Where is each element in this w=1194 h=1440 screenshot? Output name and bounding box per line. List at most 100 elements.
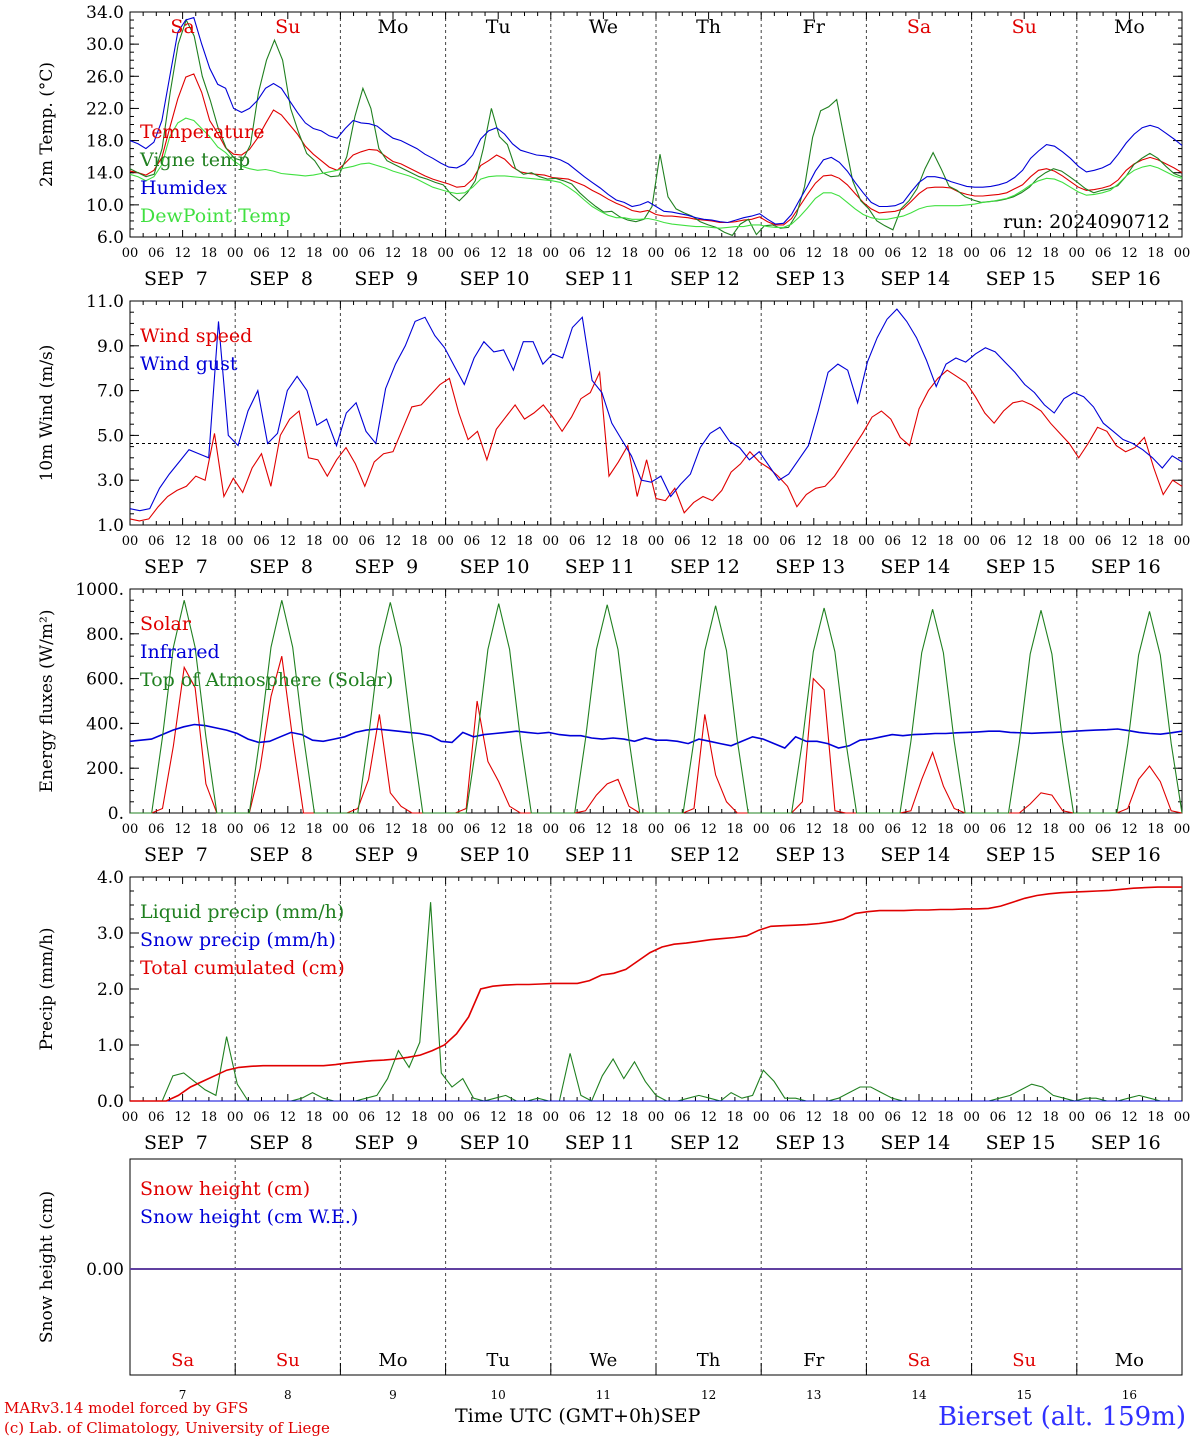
x-date-label: SEP 11 [565,556,635,578]
y-tick-label: 34.0 [86,3,124,23]
x-date-label: SEP 11 [565,844,635,866]
y-tick-label: 0. [108,804,124,824]
x-hour-label: 18 [201,246,218,261]
x-hour-label: 18 [621,1110,638,1125]
x-hour-label: 18 [201,1110,218,1125]
x-hour-label: 00 [332,534,349,549]
x-hour-label: 00 [1069,246,1086,261]
panel-3: 0. 200. 400. 600. 800. 1000. Energy fluxes (W/… [37,580,1190,866]
x-axis-title: Time UTC (GMT+0h)SEP [455,1405,700,1427]
station-name: Bierset (alt. 159m) [937,1402,1186,1432]
x-hour-label: 06 [674,1110,691,1125]
x-hour-label: 06 [358,1110,375,1125]
x-axis-month: SEP [660,1405,701,1427]
y-tick-label: 22.0 [86,99,124,119]
weekday-label: Fr [803,1350,824,1371]
y-tick-label: 3.0 [97,471,124,491]
x-hour-label: 06 [990,534,1007,549]
x-hour-label: 18 [1147,534,1164,549]
x-hour-label: 00 [1174,1110,1191,1125]
y-tick-label: 200. [86,759,124,779]
x-hour-label: 00 [963,1110,980,1125]
series-line [129,73,1183,226]
x-hour-label: 00 [753,246,770,261]
x-hour-label: 06 [569,1110,586,1125]
x-date-label: SEP 9 [354,844,418,866]
x-date-label: SEP 7 [144,556,208,578]
weekday-label: Fr [803,16,826,38]
x-hour-label: 18 [937,1110,954,1125]
x-hour-label: 06 [148,822,165,837]
x-hour-label: 12 [1016,822,1033,837]
footer-credits: MARv3.14 model forced by GFS (c) Lab. of… [4,1398,330,1438]
x-hour-label: 18 [411,246,428,261]
x-date-label: SEP 14 [880,1132,950,1154]
legend-entry: Wind speed [140,325,252,347]
panel-2: 1.0 3.0 5.0 7.0 9.0 11.0 10m Wind (m/s) Wind sp… [37,292,1190,578]
x-hour-label: 12 [385,1110,402,1125]
y-tick-label: 800. [86,625,124,645]
x-hour-label: 12 [595,1110,612,1125]
x-hour-label: 06 [884,246,901,261]
x-hour-label: 12 [385,246,402,261]
x-date-label: SEP 12 [670,1132,740,1154]
y-tick-label: 18.0 [86,132,124,152]
x-date-label: SEP 13 [775,556,845,578]
series-line [130,886,1182,1102]
x-hour-label: 12 [806,534,823,549]
x-hour-label: 18 [727,246,744,261]
x-date-label: SEP 10 [460,844,530,866]
weekday-label: Su [1012,16,1037,38]
x-date-label: SEP 8 [249,844,313,866]
x-hour-label: 12 [700,1110,717,1125]
weekday-label: Th [696,16,721,38]
x-hour-label: 06 [148,1110,165,1125]
x-hour-label: 18 [411,822,428,837]
x-hour-label: 00 [332,822,349,837]
legend-entry: Solar [140,613,192,635]
x-hour-label: 00 [227,822,244,837]
x-hour-label: 00 [122,534,139,549]
y-tick-label: 3.0 [97,924,124,944]
x-hour-label: 06 [1095,1110,1112,1125]
x-hour-label: 06 [253,534,270,549]
legend-entry: Liquid precip (mm/h) [140,901,344,923]
x-hour-label: 00 [122,822,139,837]
x-hour-label: 12 [490,534,507,549]
x-hour-label: 06 [990,822,1007,837]
day-number-label: 14 [911,1388,927,1402]
x-date-label: SEP 16 [1091,1132,1161,1154]
x-hour-label: 00 [963,534,980,549]
weekday-label: Tu [486,16,511,38]
x-hour-label: 06 [1095,534,1112,549]
x-hour-label: 18 [1042,1110,1059,1125]
x-hour-label: 18 [516,822,533,837]
y-tick-label: 30.0 [86,35,124,55]
x-hour-label: 18 [621,246,638,261]
weekday-label: Sa [171,1350,194,1371]
weekday-label: Sa [907,16,931,38]
x-hour-label: 18 [832,1110,849,1125]
day-number-label: 11 [596,1388,611,1402]
x-hour-label: 18 [516,534,533,549]
x-hour-label: 18 [937,246,954,261]
x-hour-label: 00 [963,822,980,837]
weekday-label: Mo [1115,1350,1144,1371]
x-date-label: SEP 8 [249,268,313,290]
x-hour-label: 06 [884,534,901,549]
x-hour-label: 00 [332,246,349,261]
legend-entry: Snow height (cm W.E.) [140,1206,358,1228]
x-hour-label: 12 [490,1110,507,1125]
x-hour-label: 06 [569,822,586,837]
x-hour-label: 12 [806,1110,823,1125]
x-hour-label: 18 [1147,1110,1164,1125]
x-hour-label: 00 [437,822,454,837]
x-hour-label: 18 [516,1110,533,1125]
x-hour-label: 12 [174,246,191,261]
x-hour-label: 00 [543,246,560,261]
x-hour-label: 12 [385,822,402,837]
x-hour-label: 06 [779,1110,796,1125]
run-annotation: run: 2024090712 [1003,211,1170,233]
x-hour-label: 06 [464,246,481,261]
